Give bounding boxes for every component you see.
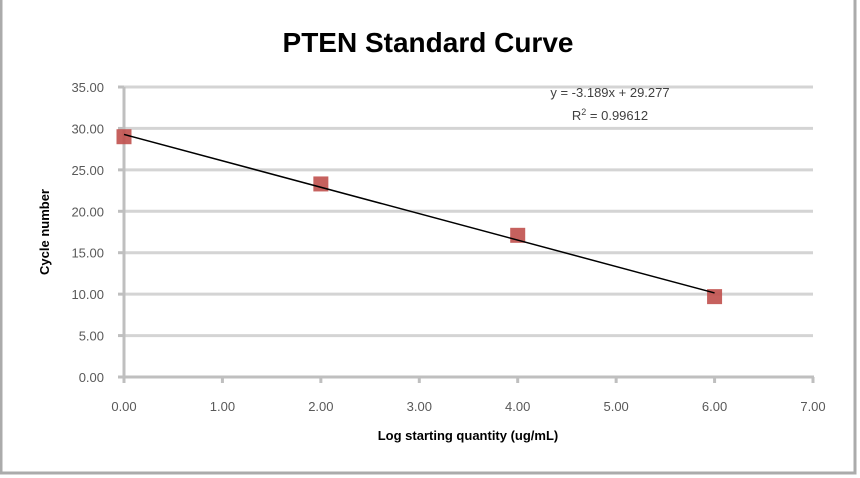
- x-axis-title: Log starting quantity (ug/mL): [378, 428, 559, 443]
- x-tick-label: 1.00: [210, 399, 235, 414]
- x-tick-label: 3.00: [407, 399, 432, 414]
- y-tick-labels: 0.00 5.00 10.00 15.00 20.00 25.00 30.00 35.00: [71, 80, 104, 385]
- trendline-equation: y = -3.189x + 29.277: [550, 85, 669, 100]
- gridlines: [124, 85, 813, 338]
- trendline-r-squared: R2 = 0.99612: [572, 107, 648, 123]
- x-tick-label: 4.00: [505, 399, 530, 414]
- r2-prefix: R: [572, 108, 581, 123]
- x-tick-labels: 0.00 1.00 2.00 3.00 4.00 5.00 6.00 7.00: [111, 399, 825, 414]
- x-tick-label: 0.00: [111, 399, 136, 414]
- x-tick-label: 5.00: [603, 399, 628, 414]
- x-tick-label: 6.00: [702, 399, 727, 414]
- y-tick-label: 0.00: [79, 370, 104, 385]
- chart-title: PTEN Standard Curve: [283, 27, 574, 58]
- y-tick-label: 20.00: [71, 204, 104, 219]
- y-tick-label: 35.00: [71, 80, 104, 95]
- y-tick-label: 15.00: [71, 246, 104, 261]
- y-tick-label: 10.00: [71, 287, 104, 302]
- axes: [118, 85, 815, 383]
- data-point: [116, 129, 132, 145]
- y-axis-title: Cycle number: [37, 189, 52, 275]
- y-tick-label: 30.00: [71, 121, 104, 136]
- data-point: [707, 289, 723, 305]
- x-tick-label: 2.00: [308, 399, 333, 414]
- r2-superscript: 2: [581, 107, 586, 117]
- y-tick-label: 5.00: [79, 329, 104, 344]
- trendline: [123, 133, 715, 294]
- y-tick-label: 25.00: [71, 163, 104, 178]
- r2-value: = 0.99612: [586, 108, 648, 123]
- x-tick-label: 7.00: [800, 399, 825, 414]
- trendline-group: [123, 133, 715, 294]
